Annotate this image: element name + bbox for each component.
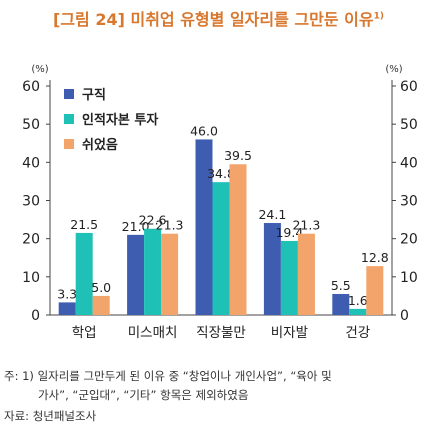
y-tick-label-left: 40: [22, 155, 40, 171]
y-tick-label-right: 50: [400, 117, 418, 133]
data-label: 34.8: [207, 166, 235, 181]
y-tick-label-left: 30: [22, 194, 40, 210]
data-label: 21.3: [292, 218, 320, 233]
data-label: 21.3: [156, 218, 184, 233]
y-tick-label-left: 10: [22, 270, 40, 286]
bar-1: [58, 302, 76, 315]
y-tick-label-left: 50: [22, 117, 40, 133]
data-label: 46.0: [190, 123, 218, 138]
bar-3: [229, 164, 247, 315]
legend-label: 구직: [82, 87, 106, 103]
legend-label: 인적자본 투자: [82, 112, 158, 128]
bar-2: [349, 308, 367, 315]
y-axis-unit-left: (%): [31, 64, 48, 75]
y-tick-label-left: 20: [22, 232, 40, 248]
legend-label: 쉬었음: [82, 137, 118, 153]
data-label: 5.0: [91, 280, 111, 295]
bar-2: [280, 240, 298, 315]
bar-3: [366, 266, 384, 315]
y-tick-label-right: 60: [400, 79, 418, 95]
bar-2: [75, 232, 93, 315]
data-label: 3.3: [57, 286, 77, 301]
x-tick-label: 건강: [345, 325, 370, 341]
bar-3: [161, 233, 179, 315]
legend-swatch: [64, 89, 74, 99]
y-tick-label-left: 60: [22, 79, 40, 95]
bar-1: [332, 294, 350, 315]
data-label: 19.4: [275, 225, 303, 240]
legend-swatch: [64, 114, 74, 124]
data-label: 24.1: [258, 207, 286, 222]
bar-1: [127, 234, 145, 315]
y-tick-label-right: 10: [400, 270, 418, 286]
data-label: 5.5: [331, 278, 351, 293]
data-label: 21.0: [122, 219, 150, 234]
bar-1: [195, 139, 213, 315]
data-label: 22.6: [139, 213, 167, 228]
bar-1: [263, 223, 281, 315]
bar-2: [144, 228, 162, 315]
y-axis-unit-right: (%): [385, 64, 402, 75]
y-tick-label-right: 0: [400, 308, 409, 324]
legend-swatch: [64, 139, 74, 149]
bar-3: [297, 233, 315, 315]
x-tick-label: 미스매치: [128, 325, 178, 341]
y-tick-label-right: 20: [400, 232, 418, 248]
data-label: 1.6: [348, 293, 368, 308]
chart-title: [그림 24] 미취업 유형별 일자리를 그만둔 이유1): [53, 10, 384, 29]
footnote-line-1: 주: 1) 일자리를 그만두게 된 이유 중 “창업이나 개인사업”, “육아 …: [4, 369, 332, 383]
x-tick-label: 비자발: [271, 325, 308, 341]
y-tick-label-right: 40: [400, 155, 418, 171]
bar-3: [92, 295, 110, 315]
y-tick-label-left: 0: [31, 308, 40, 324]
source-note: 자료: 청년패널조사: [4, 409, 97, 423]
x-tick-label: 학업: [72, 325, 97, 341]
bar-2: [212, 182, 230, 315]
y-tick-label-right: 30: [400, 194, 418, 210]
x-tick-label: 직장불만: [196, 325, 246, 341]
footnote-line-2: 가사”, “군입대”, “기타” 항목은 제외하였음: [38, 388, 249, 402]
data-label: 21.5: [70, 217, 98, 232]
data-label: 39.5: [224, 148, 252, 163]
data-label: 12.8: [361, 250, 389, 265]
